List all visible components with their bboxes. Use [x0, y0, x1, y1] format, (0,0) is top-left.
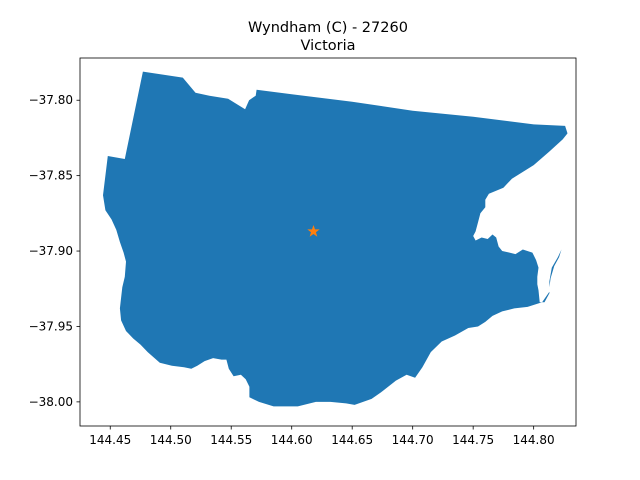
x-tick-label: 144.45: [89, 433, 131, 447]
y-tick-label: −38.00: [29, 395, 73, 409]
x-tick-label: 144.70: [392, 433, 434, 447]
x-tick-label: 144.60: [271, 433, 313, 447]
x-tick-label: 144.75: [452, 433, 494, 447]
y-tick-label: −37.90: [29, 244, 73, 258]
axes-frame: [79, 57, 577, 427]
y-tick-label: −37.95: [29, 319, 73, 333]
map-title: Wyndham (C) - 27260: [248, 20, 408, 36]
x-axis: 144.45 144.50 144.55 144.60 144.65 144.70 144.…: [89, 426, 555, 447]
y-tick-label: −37.80: [29, 93, 73, 107]
map-subtitle: Victoria: [300, 38, 355, 54]
region-polygon-wyndham: [103, 71, 568, 407]
x-tick-label: 144.65: [331, 433, 373, 447]
x-tick-label: 144.55: [210, 433, 252, 447]
center-star-marker: [307, 224, 320, 237]
x-tick-label: 144.80: [513, 433, 555, 447]
y-tick-label: −37.85: [29, 169, 73, 183]
y-axis: −37.80 −37.85 −37.90 −37.95 −38.00: [29, 93, 80, 409]
plot-area: [103, 71, 568, 407]
x-tick-label: 144.50: [150, 433, 192, 447]
